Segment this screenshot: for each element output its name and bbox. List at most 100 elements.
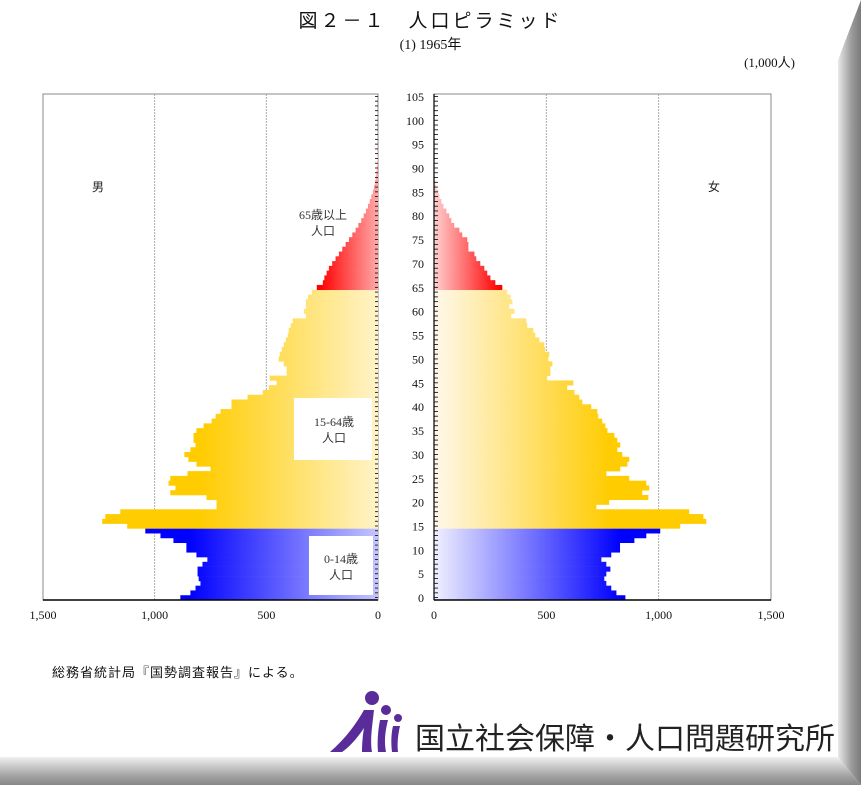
male-bar-age-47 [286,370,378,376]
male-bar-age-36 [203,423,378,429]
male-bar-age-15 [127,523,379,529]
male-bar-age-63 [307,294,378,300]
male-bar-age-14 [145,528,378,534]
age-tick-label: 40 [412,400,424,414]
female-bar-age-42 [434,394,580,400]
male-bar-age-71 [335,256,378,262]
female-bar-age-21 [434,494,649,501]
male-bar-age-1 [190,590,378,596]
male-bar-age-51 [279,351,378,357]
male-bar-age-20 [216,499,378,505]
age-tick-label: 5 [418,567,424,581]
female-bar-age-48 [434,366,551,372]
female-bar-age-40 [434,404,592,410]
female-bar-age-3 [434,580,607,586]
female-bar-age-61 [434,304,510,310]
male-bar-age-24 [168,480,378,486]
female-bar-age-71 [434,256,477,262]
age-tick-label: 50 [412,352,424,366]
male-bar-age-76 [352,232,378,238]
chart-subtitle: (1) 1965年 [399,38,462,53]
male-bar-age-26 [187,471,378,477]
female-bar-age-68 [434,270,488,276]
male-bar-age-16 [102,518,378,524]
male-bar-age-62 [305,299,378,305]
old-age-group-label: 人口 [311,224,335,238]
female-bar-age-45 [434,380,574,386]
young-label-box [309,536,373,595]
age-tick-label: 85 [412,185,424,199]
female-bar-age-9 [434,552,612,558]
male-bar-age-30 [184,452,378,458]
female-bar-age-76 [434,232,463,238]
male-bar-age-9 [196,552,378,558]
male-bar-age-59 [305,313,378,319]
male-bar-age-5 [197,571,378,577]
male-bar-age-56 [288,327,378,333]
female-bar-age-60 [434,308,515,314]
female-bar-age-67 [434,275,491,281]
female-bar-age-28 [434,461,628,467]
male-bar-age-31 [190,447,378,453]
female-bar-age-43 [434,389,575,396]
male-bar-age-55 [287,332,378,338]
female-bar-age-24 [434,480,647,486]
female-bar-age-49 [434,361,553,367]
female-bar-age-20 [434,499,610,505]
male-bar-age-81 [365,208,378,214]
working-label-box [294,398,372,460]
female-bar-age-56 [434,327,534,333]
age-tick-label: 95 [412,138,424,152]
female-bar-age-5 [434,571,607,577]
female-bar-age-36 [434,423,606,429]
female-bar-age-13 [434,533,647,539]
male-bar-age-73 [342,246,378,252]
male-bar-age-79 [361,218,378,224]
frame-bevel-bottom [0,757,861,785]
female-bar-age-11 [434,542,621,548]
chart-title: 図２－１ 人口ピラミッド [298,10,563,32]
male-bar-age-10 [186,547,378,553]
female-bar-age-14 [434,528,661,534]
population-pyramid: 0 5 10 15 20 25 30 35 40 45 50 55 60 65 70 75 80 85 90 95 10… [30,90,785,622]
young-age-group-label: 人口 [329,568,353,582]
age-tick-label: 35 [412,424,424,438]
male-bar-age-68 [326,270,378,276]
female-bar-age-52 [434,347,545,353]
male-bar-age-83 [369,199,378,205]
male-bar-age-0 [180,595,378,601]
age-tick-label: 55 [412,329,424,343]
male-bar-age-33 [193,437,378,443]
male-bar-age-72 [338,251,378,257]
male-bar-age-78 [358,222,378,228]
old-age-group-label: 65歳以上 [299,208,347,222]
female-bar-age-32 [434,442,621,448]
male-bar-age-43 [262,389,378,396]
male-bar-age-34 [193,432,378,438]
male-bar-age-13 [160,533,378,539]
male-bar-age-17 [105,514,378,520]
male-bar-age-50 [278,356,378,362]
female-bar-age-70 [434,261,481,267]
male-bar-age-2 [195,585,378,591]
female-bar-age-0 [434,595,626,601]
male-bar-age-4 [198,576,378,582]
male-bar-age-23 [175,485,378,491]
male-bar-age-28 [196,461,378,467]
female-x-tick-label: 1,500 [758,608,785,622]
age-tick-label: 60 [412,305,424,319]
female-bar-age-44 [434,385,568,391]
female-bar-age-47 [434,370,551,376]
female-bar-age-15 [434,523,681,529]
male-bar-age-75 [348,237,378,243]
male-x-tick-label: 1,000 [141,608,168,622]
female-bar-age-37 [434,418,603,424]
female-bar-age-62 [434,299,513,305]
female-bar-age-63 [434,294,511,300]
age-tick-label: 70 [412,257,424,271]
female-bar-age-2 [434,585,612,591]
female-bar-age-16 [434,518,707,524]
male-bar-age-48 [286,366,378,372]
female-bar-age-54 [434,337,540,343]
female-bar-age-51 [434,351,550,357]
